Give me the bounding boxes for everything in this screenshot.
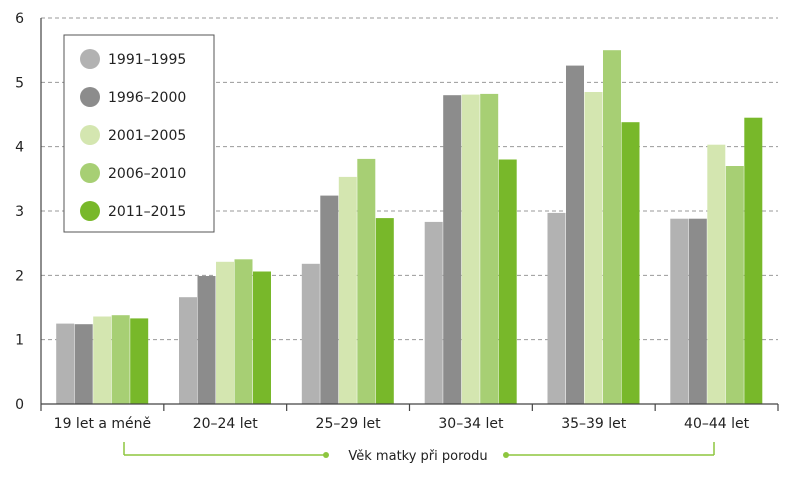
y-tick-label: 1 (15, 333, 24, 349)
bar (498, 159, 517, 404)
legend-item: 1996–2000 (80, 87, 186, 107)
legend-item: 1991–1995 (80, 49, 186, 69)
bar (461, 94, 480, 404)
bar (603, 50, 621, 404)
legend-item: 2001–2005 (80, 125, 186, 145)
legend-swatch (80, 49, 100, 69)
bar (93, 316, 112, 404)
bar (74, 324, 93, 404)
bar (547, 212, 566, 404)
bar (56, 323, 75, 404)
bar (357, 158, 376, 404)
y-axis: 0 1 2 3 4 5 6 (15, 11, 42, 413)
x-category-label: 35–39 let (561, 416, 627, 432)
y-tick-label: 4 (15, 140, 24, 156)
series-4 (130, 117, 763, 404)
x-axis-title: Věk matky při porodu (348, 449, 487, 464)
x-category-label: 30–34 let (438, 416, 504, 432)
legend-swatch (80, 125, 100, 145)
legend-label: 2011–2015 (108, 204, 186, 220)
series-0 (56, 212, 689, 404)
x-title-bullet-left (323, 452, 329, 458)
x-category-label: 19 let a méně (54, 416, 151, 432)
legend-swatch (80, 163, 100, 183)
bar (566, 65, 584, 404)
x-category-label: 20–24 let (193, 416, 259, 432)
bar (424, 221, 443, 404)
series-2 (93, 92, 726, 404)
legend-swatch (80, 87, 100, 107)
legend-label: 2001–2005 (108, 128, 186, 144)
bar (584, 92, 603, 404)
bars (56, 50, 763, 405)
bar (621, 122, 640, 404)
bar (130, 318, 149, 404)
bar (707, 144, 726, 404)
bar (197, 276, 216, 404)
x-axis: 19 let a méně 20–24 let 25–29 let 30–34 let… (40, 403, 779, 432)
bar (253, 271, 271, 404)
legend-item: 2006–2010 (80, 163, 186, 183)
bar (480, 93, 499, 405)
bar (234, 259, 253, 405)
x-category-label: 40–44 let (684, 416, 750, 432)
bar (744, 117, 763, 404)
y-tick-label: 5 (15, 75, 24, 91)
bar (688, 218, 707, 404)
bar (443, 95, 462, 404)
bar (670, 218, 689, 404)
bar (216, 261, 234, 404)
bar (179, 297, 197, 404)
y-tick-label: 0 (15, 397, 24, 413)
bar (111, 315, 130, 404)
bar (375, 218, 394, 404)
x-axis-title-group: Věk matky při porodu (123, 442, 715, 464)
series-1 (74, 65, 707, 404)
bar (338, 176, 357, 404)
legend-item: 2011–2015 (80, 201, 186, 221)
y-tick-label: 3 (15, 204, 24, 220)
bar (725, 166, 744, 404)
legend-label: 1991–1995 (108, 52, 186, 68)
legend: 1991–1995 1996–2000 2001–2005 2006–2010 2011… (63, 34, 215, 233)
legend-swatch (80, 201, 100, 221)
y-tick-label: 2 (15, 268, 24, 284)
bar (301, 263, 320, 404)
series-3 (111, 50, 744, 405)
x-category-label: 25–29 let (316, 416, 382, 432)
legend-label: 1996–2000 (108, 90, 186, 106)
y-tick-label: 6 (15, 11, 24, 27)
bar (320, 195, 339, 404)
legend-label: 2006–2010 (108, 166, 186, 182)
